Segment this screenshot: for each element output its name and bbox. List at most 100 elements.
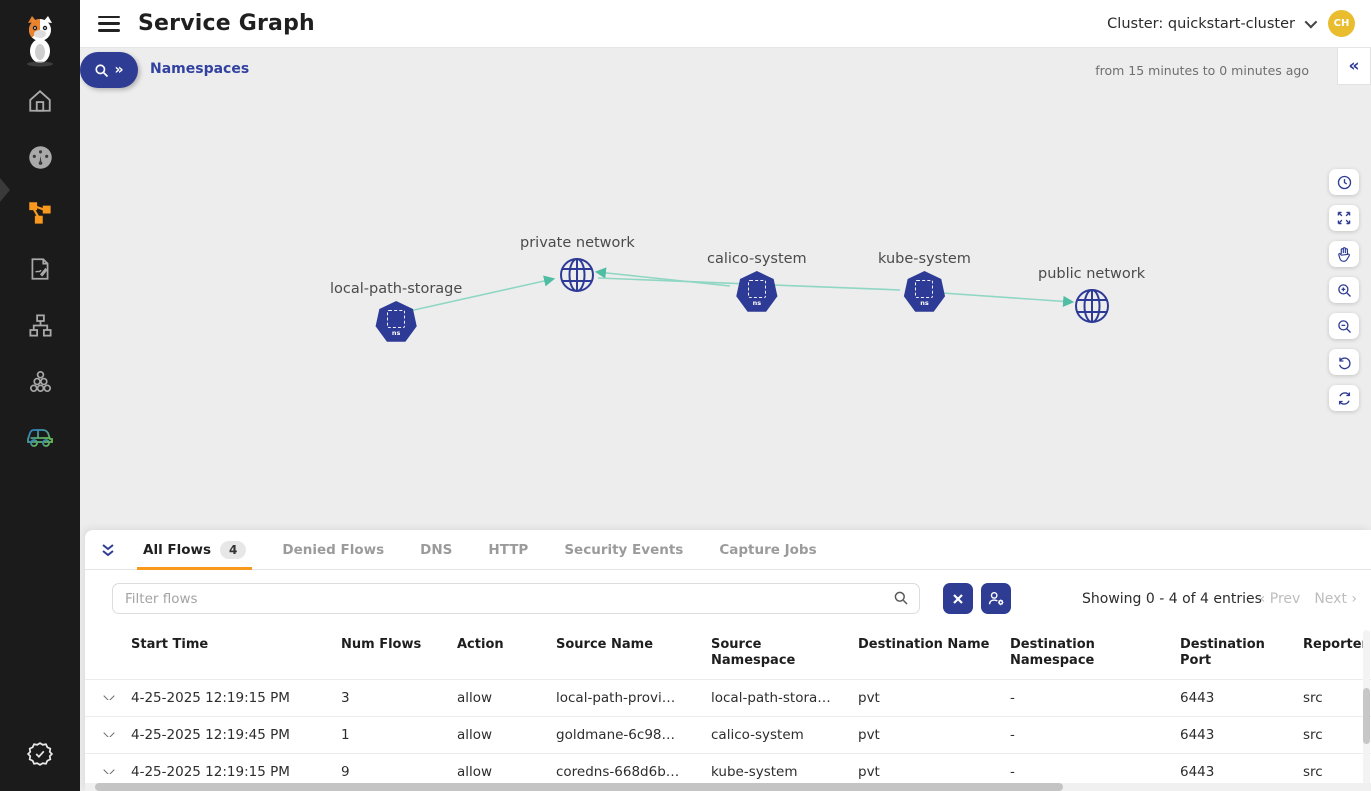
cell-start-time: 4-25-2025 12:19:15 PM (131, 763, 290, 780)
pagination: ‹ Prev Next › (1260, 591, 1357, 607)
graph-refresh-button[interactable] (1329, 385, 1359, 411)
tab-dns[interactable]: DNS (402, 530, 470, 570)
sidebar-item-visualizations[interactable] (18, 420, 62, 454)
sidebar-item-home[interactable] (18, 84, 62, 118)
table-row[interactable]: 4-25-2025 12:19:45 PM 1 allow goldmane-6… (85, 717, 1371, 754)
graph-node-calico-system[interactable]: calico-system ns (707, 251, 807, 313)
pan-hand-icon (1338, 246, 1350, 262)
cell-destination-port: 6443 (1180, 763, 1215, 780)
sidebar-item-policies[interactable] (18, 252, 62, 286)
service-graph-canvas[interactable]: local-path-storage ns private network ca… (80, 88, 1371, 530)
graph-node-kube-system[interactable]: kube-system ns (878, 251, 971, 313)
table-vertical-scrollbar[interactable] (1363, 630, 1370, 791)
col-source-name[interactable]: Source Name (556, 637, 654, 652)
flows-tabs-row: All Flows 4 Denied Flows DNS HTTP Securi… (85, 530, 1371, 570)
user-avatar[interactable]: CH (1328, 10, 1355, 37)
sidebar-item-compliance[interactable] (18, 737, 62, 771)
node-label: private network (520, 235, 635, 251)
flows-table-header: Start Time Num Flows Action Source Name … (85, 628, 1371, 680)
clear-filter-button[interactable] (943, 583, 973, 614)
col-destination-namespace[interactable]: Destination Namespace (1010, 637, 1095, 669)
graph-time-button[interactable] (1329, 169, 1359, 195)
fit-screen-icon (1337, 211, 1351, 225)
graph-node-local-path-storage[interactable]: local-path-storage ns (330, 281, 462, 343)
calico-logo[interactable] (14, 12, 66, 70)
row-expand-chevron-icon[interactable] (103, 695, 115, 700)
badge-check-icon (27, 742, 53, 766)
search-icon (95, 63, 109, 77)
tab-all-flows[interactable]: All Flows 4 (125, 530, 264, 570)
sidebar-item-network[interactable] (18, 308, 62, 342)
right-panel-toggle[interactable]: « (1337, 48, 1371, 85)
graph-undo-button[interactable] (1329, 349, 1359, 375)
cell-source-namespace: kube-system (711, 763, 798, 780)
col-source-namespace[interactable]: Source Namespace (711, 637, 796, 669)
tab-label: Denied Flows (282, 541, 385, 558)
table-row[interactable]: 4-25-2025 12:19:15 PM 3 allow local-path… (85, 680, 1371, 717)
vertical-scrollbar-thumb[interactable] (1363, 688, 1370, 744)
graph-zoom-in-button[interactable] (1329, 277, 1359, 303)
breadcrumb[interactable]: Namespaces (150, 61, 250, 77)
graph-fit-screen-button[interactable] (1329, 205, 1359, 231)
calico-cat-icon (27, 16, 53, 67)
sidebar-item-service-graph[interactable] (18, 196, 62, 230)
graph-node-private-network[interactable]: private network (520, 235, 635, 295)
col-action[interactable]: Action (457, 637, 504, 652)
next-label: Next (1314, 591, 1347, 607)
chevrons-left-icon: « (1348, 56, 1360, 76)
tab-http[interactable]: HTTP (470, 530, 546, 570)
namespace-glyph (747, 280, 766, 298)
graph-node-public-network[interactable]: public network (1038, 266, 1145, 326)
chevrons-down-icon (102, 543, 114, 556)
tab-capture-jobs[interactable]: Capture Jobs (701, 530, 834, 570)
graph-search-button[interactable]: » (80, 52, 138, 88)
dashboard-gauge-icon (28, 145, 52, 169)
node-label: calico-system (707, 251, 807, 267)
collapse-panel-button[interactable] (91, 535, 125, 565)
cell-source-name: local-path-provi… (556, 689, 676, 706)
flows-filter-row: Showing 0 - 4 of 4 entries ‹ Prev Next › (85, 570, 1371, 620)
flows-table: Start Time Num Flows Action Source Name … (85, 628, 1371, 791)
cell-reporter: src (1303, 763, 1323, 780)
col-num-flows[interactable]: Num Flows (341, 637, 422, 652)
search-icon[interactable] (893, 590, 909, 606)
cell-start-time: 4-25-2025 12:19:15 PM (131, 689, 290, 706)
menu-hamburger-button[interactable] (98, 15, 120, 32)
sidebar (0, 0, 80, 791)
tab-security-events[interactable]: Security Events (546, 530, 701, 570)
horizontal-scrollbar-thumb[interactable] (95, 783, 1063, 791)
flow-settings-button[interactable] (981, 583, 1011, 614)
graph-pan-button[interactable] (1329, 241, 1359, 267)
cell-source-namespace: local-path-stora… (711, 689, 831, 706)
cell-destination-namespace: - (1010, 763, 1015, 780)
col-start-time[interactable]: Start Time (131, 637, 209, 652)
prev-page-button[interactable]: ‹ Prev (1259, 591, 1301, 607)
report-pencil-icon (31, 258, 49, 280)
graph-zoom-out-button[interactable] (1329, 313, 1359, 339)
cluster-selector[interactable]: Cluster: quickstart-cluster (1107, 16, 1318, 32)
tab-denied-flows[interactable]: Denied Flows (264, 530, 402, 570)
zoom-out-icon (1337, 319, 1351, 333)
tab-label: Capture Jobs (719, 541, 817, 558)
cell-destination-name: pvt (858, 726, 880, 743)
cell-destination-namespace: - (1010, 689, 1015, 706)
sidebar-item-dashboard[interactable] (18, 140, 62, 174)
tab-label: Security Events (564, 541, 684, 558)
page-title: Service Graph (138, 11, 315, 36)
col-destination-name[interactable]: Destination Name (858, 637, 990, 652)
filter-flows-input[interactable] (112, 583, 920, 614)
sidebar-active-notch (0, 178, 10, 202)
sidebar-item-clusters[interactable] (18, 364, 62, 398)
app-header: Service Graph Cluster: quickstart-cluste… (80, 0, 1371, 48)
cell-destination-name: pvt (858, 763, 880, 780)
node-label: local-path-storage (330, 281, 463, 297)
cell-num-flows: 1 (341, 726, 350, 743)
chevrons-right-icon: » (114, 62, 124, 78)
row-expand-chevron-icon[interactable] (103, 769, 115, 774)
col-reporter[interactable]: Reporter (1303, 637, 1368, 652)
col-destination-port[interactable]: Destination Port (1180, 637, 1265, 669)
table-horizontal-scrollbar[interactable] (85, 783, 1371, 791)
next-page-button[interactable]: Next › (1314, 591, 1357, 607)
row-expand-chevron-icon[interactable] (103, 732, 115, 737)
tab-label: All Flows (143, 541, 212, 558)
